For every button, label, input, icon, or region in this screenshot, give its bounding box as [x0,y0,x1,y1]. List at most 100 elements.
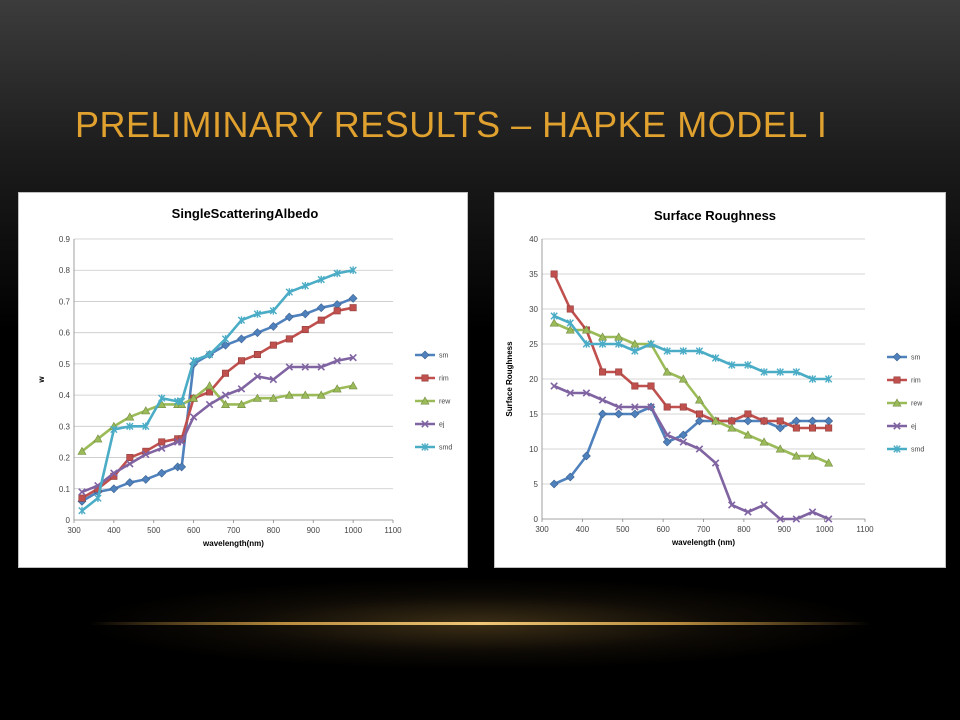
series-line [82,270,353,510]
floor-glow [0,560,960,720]
y-tick-label: 0.2 [59,454,71,463]
albedo-chart: Single Scattering Albedo 0 0.1 0.2 0.3 0… [19,193,467,567]
data-point [301,310,309,318]
x-tick-label: 500 [616,525,630,534]
data-point [776,424,784,432]
data-point [126,479,134,487]
y-tick-label: 25 [529,340,538,349]
y-tick-label: 40 [529,235,538,244]
data-point [616,369,622,375]
x-tick-label: 600 [187,526,201,535]
series-smd [79,266,357,514]
x-tick-label: 1000 [816,525,834,534]
y-tick-label: 0.1 [59,485,71,494]
y-tick-label: 0 [534,515,539,524]
y-tick-label: 10 [529,445,538,454]
y-axis-label: Surface Roughness [505,341,514,417]
x-tick-label: 500 [147,526,161,535]
x-tick-label: 300 [67,526,81,535]
data-point [599,369,605,375]
x-axis-label: wavelength (nm) [202,539,264,548]
data-point [825,417,833,425]
data-point [551,271,557,277]
x-tick-label: 1100 [856,525,874,534]
data-point [696,411,702,417]
x-tick-label: 400 [107,526,121,535]
data-point [317,304,325,312]
data-point [663,438,671,446]
legend-marker [893,353,901,361]
data-point [318,317,324,323]
data-point [350,304,356,310]
data-point [253,329,261,337]
x-tick-label: 400 [576,525,590,534]
data-point [238,358,244,364]
data-point [254,351,260,357]
legend-label: rew [911,401,923,408]
y-tick-label: 0 [66,516,71,525]
x-tick-label: 300 [535,525,549,534]
data-point [599,410,607,418]
data-point [127,454,133,460]
data-point [79,507,85,515]
data-point [631,410,639,418]
data-point [632,383,638,389]
y-tick-label: 5 [534,480,539,489]
data-point [158,469,166,477]
data-point [550,480,558,488]
data-point [777,418,783,424]
series-line [82,386,353,452]
roughness-chart-panel: Surface Roughness 0 5 10 15 20 25 30 35 40 300 400 5… [494,192,946,568]
data-point [222,370,228,376]
x-tick-label: 800 [267,526,281,535]
y-tick-label: 0.4 [59,391,71,400]
x-tick-label: 1000 [344,526,362,535]
series-rim [79,304,357,501]
y-tick-label: 0.3 [59,422,71,431]
data-point [729,418,735,424]
series-line [82,358,353,492]
legend-label: ej [911,424,917,431]
legend-label: smd [911,447,924,454]
data-point [270,342,276,348]
data-point [745,411,751,417]
x-tick-label: 1100 [384,526,402,535]
x-tick-label: 900 [307,526,321,535]
legend-label: ej [439,422,445,429]
y-tick-label: 20 [529,375,538,384]
data-point [142,475,150,483]
chart-title: Single Scattering Albedo [172,206,319,221]
data-point [550,319,558,326]
x-tick-label: 800 [737,525,751,534]
x-tick-label: 600 [656,525,670,534]
y-tick-label: 0.8 [59,266,71,275]
data-point [825,425,831,431]
data-point [110,485,118,493]
data-point [79,495,85,501]
data-point [648,383,654,389]
data-point [761,418,767,424]
chart-title: Surface Roughness [654,208,776,223]
data-point [206,382,214,389]
data-point [615,410,623,418]
series-line [554,316,829,379]
data-point [302,326,308,332]
legend-label: smd [439,445,452,452]
y-tick-label: 0.7 [59,297,71,306]
series-ej [79,354,357,495]
data-point [334,308,340,314]
data-point [222,335,228,343]
roughness-chart: Surface Roughness 0 5 10 15 20 25 30 35 40 300 400 5… [495,193,945,567]
data-point [664,404,670,410]
y-tick-label: 0.9 [59,235,71,244]
x-tick-label: 700 [227,526,241,535]
data-point [744,417,752,425]
x-axis-label: wavelength (nm) [671,538,735,547]
legend-marker [894,377,900,383]
series-line [82,308,353,498]
data-point [809,425,815,431]
data-point [793,425,799,431]
x-tick-label: 900 [778,525,792,534]
x-tick-label: 700 [697,525,711,534]
albedo-chart-panel: Single Scattering Albedo 0 0.1 0.2 0.3 0… [18,192,468,568]
